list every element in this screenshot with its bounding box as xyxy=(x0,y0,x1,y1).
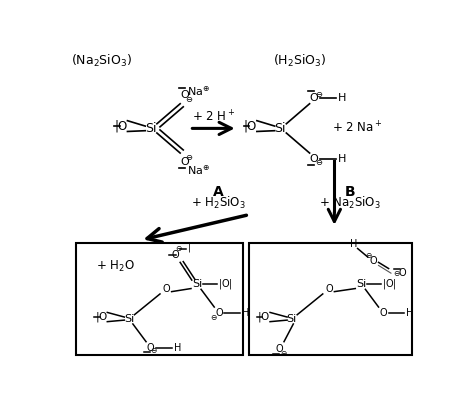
Text: H: H xyxy=(174,343,182,353)
Text: O: O xyxy=(146,343,154,353)
Text: O: O xyxy=(379,308,387,318)
Text: $\mathregular{(H_2SiO_3)}$: $\mathregular{(H_2SiO_3)}$ xyxy=(273,53,326,70)
Text: $\ominus$: $\ominus$ xyxy=(175,244,182,253)
Text: B: B xyxy=(345,184,355,198)
Text: O: O xyxy=(181,157,189,167)
Text: $\mathregular{|}$O$\mathregular{|}$: $\mathregular{|}$O$\mathregular{|}$ xyxy=(218,277,233,291)
Text: $\mathregular{|}$O$\mathregular{|}$: $\mathregular{|}$O$\mathregular{|}$ xyxy=(382,277,397,291)
Text: $\mathregular{|}$: $\mathregular{|}$ xyxy=(187,240,191,254)
Text: O: O xyxy=(399,268,406,278)
Text: + 2 Na$^+$: + 2 Na$^+$ xyxy=(332,121,383,136)
Text: Na$^{\oplus}$: Na$^{\oplus}$ xyxy=(187,163,210,177)
Text: $\ominus$: $\ominus$ xyxy=(315,90,323,99)
Text: $\mathregular{|}$O: $\mathregular{|}$O xyxy=(243,118,258,134)
Text: + 2 H$^+$: + 2 H$^+$ xyxy=(192,109,235,124)
Text: Si: Si xyxy=(192,279,202,289)
Text: H: H xyxy=(338,154,346,164)
Text: $\ominus$: $\ominus$ xyxy=(150,346,158,355)
Text: + H$_2$O: + H$_2$O xyxy=(96,258,135,274)
Text: O: O xyxy=(325,283,333,294)
Text: Na$^{\oplus}$: Na$^{\oplus}$ xyxy=(187,85,210,98)
Text: $\ominus$: $\ominus$ xyxy=(210,313,218,322)
Text: $\mathregular{|}$O: $\mathregular{|}$O xyxy=(94,310,108,324)
Text: H: H xyxy=(242,308,249,318)
Text: O: O xyxy=(310,92,319,103)
Text: O: O xyxy=(215,308,223,318)
Text: H: H xyxy=(406,308,413,318)
Text: Si: Si xyxy=(356,279,366,289)
Text: Si: Si xyxy=(145,122,156,135)
Text: O: O xyxy=(172,249,179,260)
Text: $\ominus$: $\ominus$ xyxy=(315,158,323,167)
Text: A: A xyxy=(213,184,224,198)
Text: $\mathregular{|}$O: $\mathregular{|}$O xyxy=(257,310,270,324)
Text: $\ominus$: $\ominus$ xyxy=(365,251,372,260)
Text: H: H xyxy=(350,239,357,249)
Bar xyxy=(249,243,412,355)
Text: $\mathregular{|}$O: $\mathregular{|}$O xyxy=(114,118,128,134)
Text: + Na$_2$SiO$_3$: + Na$_2$SiO$_3$ xyxy=(319,195,381,211)
Text: O: O xyxy=(181,90,189,99)
Text: Si: Si xyxy=(287,314,297,324)
Text: + H$_2$SiO$_3$: + H$_2$SiO$_3$ xyxy=(191,195,246,211)
Text: O: O xyxy=(310,154,319,164)
Text: Si: Si xyxy=(274,122,286,135)
Bar xyxy=(76,243,243,355)
Text: H: H xyxy=(338,92,346,103)
Text: Si: Si xyxy=(124,314,134,324)
Text: O: O xyxy=(369,256,377,266)
Text: $\ominus$: $\ominus$ xyxy=(392,269,400,278)
Text: $\mathregular{(Na_2SiO_3)}$: $\mathregular{(Na_2SiO_3)}$ xyxy=(72,53,132,70)
Text: O: O xyxy=(275,344,283,354)
Text: O: O xyxy=(163,283,170,294)
Text: $\ominus$: $\ominus$ xyxy=(185,94,193,103)
Text: $\ominus$: $\ominus$ xyxy=(280,350,288,359)
Text: $\ominus$: $\ominus$ xyxy=(185,153,193,162)
